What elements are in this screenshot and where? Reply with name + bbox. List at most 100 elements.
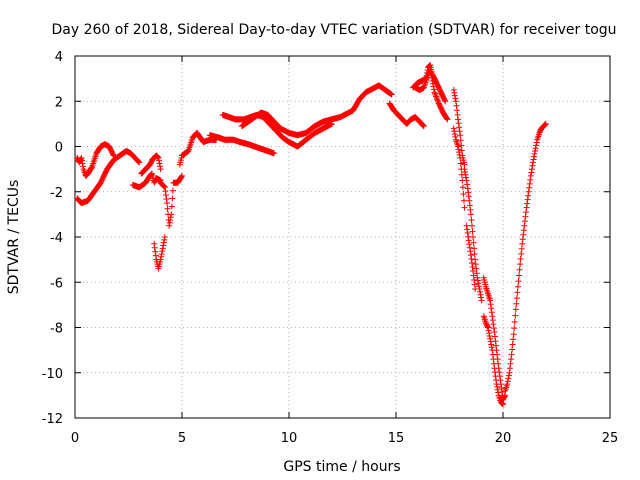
data-point — [487, 338, 494, 345]
data-point — [453, 102, 460, 109]
data-point — [510, 336, 517, 343]
data-point — [472, 286, 479, 293]
data-point — [478, 294, 485, 301]
data-point — [516, 266, 523, 273]
data-point — [475, 283, 482, 290]
data-point — [471, 281, 478, 288]
data-point — [487, 335, 494, 342]
data-point — [516, 272, 523, 279]
data-point — [467, 252, 474, 259]
data-point — [430, 83, 437, 90]
data-point — [498, 400, 505, 407]
data-point — [388, 91, 395, 98]
data-point — [168, 211, 175, 218]
data-point — [470, 267, 477, 274]
x-axis-label: GPS time / hours — [283, 459, 400, 475]
y-tick-label: -4 — [50, 231, 63, 246]
data-point — [80, 163, 87, 170]
data-point — [456, 151, 463, 158]
data-point — [526, 184, 533, 191]
data-point — [455, 120, 462, 127]
data-point — [442, 98, 449, 105]
data-point — [520, 231, 527, 238]
data-point — [160, 183, 167, 190]
data-point — [474, 277, 481, 284]
data-point — [455, 146, 462, 153]
data-point — [532, 145, 539, 152]
data-point — [500, 401, 506, 408]
y-tick-label: -8 — [50, 322, 63, 337]
data-point — [515, 278, 522, 285]
data-point — [525, 188, 532, 195]
data-point — [164, 200, 171, 207]
data-point — [512, 306, 519, 313]
data-point — [271, 150, 278, 157]
data-point — [510, 331, 517, 338]
x-tick-label: 25 — [602, 431, 619, 446]
data-point — [488, 341, 495, 348]
data-point — [168, 203, 175, 210]
data-point — [488, 309, 495, 316]
data-point — [154, 153, 161, 160]
data-point — [429, 77, 436, 84]
data-point — [464, 181, 471, 188]
data-point — [431, 89, 438, 96]
data-point — [501, 393, 508, 400]
data-point — [161, 234, 168, 240]
data-point — [471, 245, 478, 252]
data-point — [541, 122, 548, 129]
data-point — [154, 154, 161, 161]
x-tick-label: 10 — [281, 431, 298, 446]
data-point — [152, 248, 159, 255]
data-point — [160, 242, 167, 249]
data-point — [457, 132, 464, 139]
chart-title: Day 260 of 2018, Sidereal Day-to-day VTE… — [51, 22, 616, 38]
data-point — [492, 338, 499, 345]
data-point — [161, 183, 168, 190]
data-point — [78, 154, 85, 161]
data-point — [542, 121, 549, 128]
data-point — [461, 204, 468, 211]
data-point — [161, 236, 168, 243]
data-point — [456, 124, 463, 131]
data-point — [524, 200, 531, 207]
data-point — [427, 66, 434, 73]
data-point — [507, 360, 514, 367]
data-point — [466, 202, 473, 209]
axis-ticks: 0 5 10 15 20 25 -12 -10 -8 -6 -4 -2 0 2 4 — [42, 50, 619, 446]
data-point — [495, 389, 502, 396]
data-point — [79, 160, 86, 167]
data-point — [530, 156, 537, 163]
data-point — [163, 196, 170, 203]
data-point — [470, 272, 477, 279]
data-point — [518, 245, 525, 252]
data-point — [473, 270, 480, 277]
data-point — [157, 163, 164, 170]
data-point — [527, 176, 534, 183]
data-point — [493, 342, 500, 349]
data-point — [484, 323, 491, 330]
data-point — [509, 346, 516, 353]
data-point — [466, 241, 473, 248]
data-point — [487, 297, 494, 304]
data-point — [452, 98, 459, 105]
data-point — [428, 72, 435, 79]
data-point — [466, 197, 473, 204]
data-point — [511, 325, 518, 332]
data-point — [529, 162, 536, 169]
data-point — [455, 143, 462, 150]
data-point — [491, 333, 498, 340]
data-point — [498, 388, 505, 395]
data-point — [478, 297, 485, 304]
data-point — [494, 383, 501, 390]
data-point — [477, 291, 484, 298]
data-point — [451, 89, 458, 96]
data-point — [533, 142, 540, 149]
data-point — [454, 111, 461, 118]
data-point — [458, 142, 465, 149]
data-point — [506, 369, 513, 376]
data-point — [432, 92, 439, 99]
data-point — [489, 317, 496, 324]
data-point — [508, 356, 515, 363]
data-point — [467, 248, 474, 255]
